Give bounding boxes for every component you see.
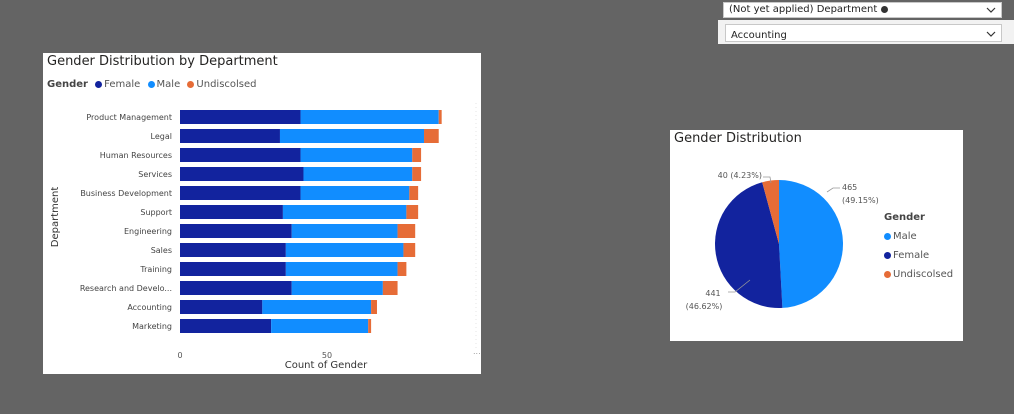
bar-segment-female[interactable] — [180, 243, 286, 257]
pie-legend-female-label: Female — [893, 250, 930, 261]
category-label: Support — [140, 208, 172, 217]
pie-legend-item-male[interactable]: Male — [884, 227, 953, 246]
bar-segment-male[interactable] — [285, 243, 404, 257]
female-data-label-percent: (46.62%) — [686, 302, 723, 311]
bar-chart-legend: Gender Female Male Undiscolsed — [47, 79, 257, 90]
bar-segment-undiscolsed[interactable] — [412, 167, 422, 181]
pie-slice-male[interactable] — [779, 180, 843, 308]
bar-segment-undiscolsed[interactable] — [397, 224, 416, 238]
bar-segment-male[interactable] — [300, 186, 410, 200]
legend-undisclosed-swatch — [187, 80, 195, 88]
legend-male-swatch — [884, 232, 891, 240]
bar-segment-female[interactable] — [180, 224, 292, 238]
legend-undisclosed-swatch — [884, 270, 891, 278]
bar-segment-female[interactable] — [180, 148, 301, 162]
bar-segment-female[interactable] — [180, 205, 283, 219]
bar-segment-male[interactable] — [262, 300, 372, 314]
legend-female-swatch — [95, 80, 103, 88]
bar-segment-female[interactable] — [180, 281, 292, 295]
male-data-label-value: 465 — [842, 183, 857, 192]
category-label: Product Management — [86, 113, 172, 122]
bar-segment-undiscolsed[interactable] — [403, 243, 416, 257]
male-data-label-percent: (49.15%) — [842, 196, 879, 205]
pie-legend-title: Gender — [884, 212, 925, 223]
legend-female-label[interactable]: Female — [104, 79, 141, 90]
bar-segment-male[interactable] — [300, 148, 413, 162]
pie-legend-undisclosed-label: Undiscolsed — [893, 269, 954, 280]
pie-slice-female[interactable] — [715, 182, 783, 308]
pie-legend-item-undisclosed[interactable]: Undiscolsed — [884, 265, 953, 284]
slicer-header-label: (Not yet applied) Department — [729, 4, 878, 15]
category-label: Accounting — [127, 303, 172, 312]
bar-chart-visual[interactable]: Gender Distribution by Department Gender… — [43, 53, 481, 374]
category-label: Marketing — [132, 322, 172, 331]
pie-chart-legend: Gender Male Female Undiscolsed — [884, 208, 953, 284]
bar-segment-undiscolsed[interactable] — [412, 148, 422, 162]
pie-chart-title: Gender Distribution — [674, 131, 802, 146]
info-icon — [881, 5, 889, 13]
bar-segment-male[interactable] — [303, 167, 413, 181]
legend-undisclosed-label[interactable]: Undiscolsed — [196, 79, 257, 90]
chevron-down-icon[interactable] — [986, 29, 996, 39]
y-axis-title: Department — [50, 187, 61, 248]
bar-segment-undiscolsed[interactable] — [424, 129, 439, 143]
more-options-icon[interactable]: ... — [473, 347, 481, 356]
bar-segment-female[interactable] — [180, 110, 301, 124]
x-tick-label: 50 — [322, 351, 332, 360]
bar-segment-female[interactable] — [180, 167, 304, 181]
bar-segment-undiscolsed[interactable] — [438, 110, 442, 124]
bar-segment-undiscolsed[interactable] — [397, 262, 407, 276]
legend-female-swatch — [884, 251, 891, 259]
bar-segment-male[interactable] — [285, 262, 398, 276]
bar-chart-plot: Product Management Legal Human Resources Se… — [50, 103, 481, 371]
bar-segment-female[interactable] — [180, 319, 272, 333]
female-leader-line — [728, 279, 751, 293]
x-tick-label: 0 — [177, 351, 182, 360]
x-axis-title: Count of Gender — [285, 360, 368, 371]
category-label: Sales — [151, 246, 172, 255]
bar-segment-female[interactable] — [180, 300, 263, 314]
bar-segment-undiscolsed[interactable] — [368, 319, 372, 333]
undisclosed-data-label: 40 (4.23%) — [718, 171, 762, 180]
slicer-selected-value: Accounting — [731, 30, 787, 41]
bar-segment-undiscolsed[interactable] — [382, 281, 398, 295]
pie-chart-visual[interactable]: Gender Distribution 40 (4.23%) 465 (49.1… — [670, 130, 963, 341]
male-leader-line — [826, 187, 840, 193]
bar-segment-undiscolsed[interactable] — [406, 205, 419, 219]
bar-chart-title: Gender Distribution by Department — [47, 54, 278, 69]
pie-slice-undiscolsed[interactable] — [762, 180, 779, 244]
legend-male-label[interactable]: Male — [156, 79, 181, 90]
female-data-label-value: 441 — [705, 289, 720, 298]
category-label: Training — [139, 265, 172, 274]
bar-segment-undiscolsed[interactable] — [409, 186, 419, 200]
bar-segment-male[interactable] — [271, 319, 369, 333]
bar-segment-female[interactable] — [180, 262, 286, 276]
category-label: Business Development — [80, 189, 172, 198]
chevron-down-icon[interactable] — [986, 5, 996, 15]
category-label: Engineering — [124, 227, 172, 236]
category-label: Human Resources — [100, 151, 172, 160]
bar-segment-male[interactable] — [282, 205, 407, 219]
bar-segment-male[interactable] — [300, 110, 439, 124]
legend-male-swatch — [147, 80, 155, 88]
bar-segment-male[interactable] — [291, 281, 383, 295]
bar-segment-female[interactable] — [180, 186, 301, 200]
category-label: Legal — [151, 132, 172, 141]
bar-segment-male[interactable] — [279, 129, 425, 143]
department-slicer-dropdown[interactable]: Accounting — [725, 24, 1002, 42]
undisclosed-leader-line — [763, 176, 772, 184]
bar-segment-undiscolsed[interactable] — [371, 300, 377, 314]
pie-legend-male-label: Male — [893, 231, 917, 242]
pie-legend-item-female[interactable]: Female — [884, 246, 953, 265]
pie-chart-plot: 40 (4.23%) 465 (49.15%) 441 (46.62%) — [686, 171, 879, 311]
category-label: Research and Develo... — [80, 284, 172, 293]
legend-title: Gender — [47, 79, 88, 90]
bar-segment-female[interactable] — [180, 129, 280, 143]
department-slicer-header[interactable]: (Not yet applied) Department — [723, 2, 1002, 18]
bar-segment-male[interactable] — [291, 224, 398, 238]
category-label: Services — [138, 170, 172, 179]
